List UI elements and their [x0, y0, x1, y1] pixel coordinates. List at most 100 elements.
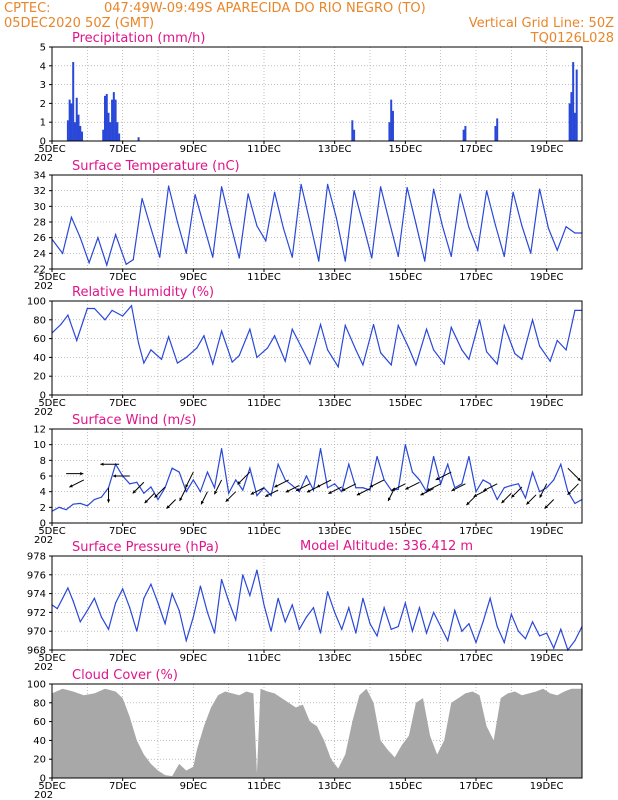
x-tick-label: 19DEC — [530, 526, 564, 537]
pressure-point — [404, 602, 406, 604]
pressure-point — [397, 625, 399, 628]
wind-point — [171, 467, 173, 469]
temperature-point — [132, 259, 134, 261]
pressure-point — [418, 607, 421, 609]
precip-bar — [116, 122, 119, 141]
pressure-point — [482, 621, 484, 623]
wind-arrow-head — [426, 487, 431, 491]
humidity-point — [60, 323, 62, 326]
temperature-point — [150, 227, 152, 229]
precip-bar — [496, 118, 499, 141]
humidity-point — [212, 363, 214, 365]
wind-point — [482, 479, 484, 481]
precip-bar — [107, 112, 110, 141]
x-tick-label: 15DEC — [388, 398, 422, 409]
precip-bar — [575, 69, 578, 141]
precip-bar — [572, 62, 575, 141]
wind-point — [341, 491, 343, 493]
wind-arrow-head — [544, 505, 548, 509]
temperature-point — [486, 190, 488, 192]
x-tick-label: 17DEC — [459, 653, 493, 664]
pressure-point — [291, 604, 293, 606]
temperature-point — [291, 256, 293, 258]
x-tick-label: 15DEC — [388, 781, 422, 792]
y-tick-label: 100 — [27, 680, 46, 691]
y-tick-label: 20 — [33, 372, 46, 383]
temperature-point — [574, 232, 576, 234]
wind-point — [362, 487, 364, 489]
humidity-point — [231, 361, 233, 363]
y-tick-label: 26 — [33, 233, 46, 244]
temperature-point — [115, 233, 117, 236]
pressure-point — [221, 578, 223, 581]
wind-point — [270, 494, 272, 497]
temperature-point — [106, 264, 108, 266]
pressure-point — [199, 585, 201, 587]
wind-arrow-head — [369, 484, 374, 488]
y-tick-label: 40 — [33, 353, 46, 364]
x-tick-label: 11DEC — [247, 144, 281, 155]
wind-point — [312, 489, 315, 491]
wind-point — [475, 491, 477, 493]
header-source: CPTEC: — [4, 1, 51, 16]
y-tick-label: 100 — [27, 297, 46, 308]
humidity-point — [302, 349, 304, 351]
precip-bar — [73, 122, 76, 141]
x-tick-label: 5DEC — [38, 653, 65, 664]
pressure-point — [263, 604, 265, 606]
temperature-point — [70, 216, 73, 218]
temperature-point — [362, 222, 364, 225]
humidity-point — [344, 324, 346, 327]
wind-point — [369, 489, 371, 491]
x-tick-label: 19DEC — [530, 398, 564, 409]
humidity-point — [111, 309, 113, 311]
year-label: 202 — [34, 281, 53, 292]
wind-arrow-head — [285, 489, 290, 493]
wind-point — [334, 483, 336, 485]
temperature-point — [565, 226, 567, 228]
temperature-point — [62, 252, 64, 254]
wind-arrow-head — [526, 501, 530, 505]
humidity-point — [539, 345, 541, 347]
pressure-point — [341, 628, 343, 630]
wind-panel: 0 2 4 6 8 10 12 5DEC 7DEC 9DEC 11DEC 13DEC 15DEC 17DE… — [33, 413, 583, 546]
wind-line — [51, 444, 583, 512]
pressure-panel: 968 970 972 974 976 978 5DEC 7DEC 9DEC 11DEC 13DEC… — [27, 540, 583, 673]
pressure-point — [553, 647, 555, 649]
wind-point — [433, 455, 435, 458]
x-tick-label: 7DEC — [109, 526, 136, 537]
precip-bar — [114, 99, 117, 141]
humidity-point — [486, 351, 488, 353]
pressure-title: Surface Pressure (hPa) — [72, 540, 219, 555]
wind-point — [65, 509, 67, 511]
temperature-point — [468, 226, 470, 229]
wind-point — [454, 487, 456, 489]
precip-bar — [111, 99, 114, 141]
x-tick-label: 11DEC — [247, 526, 281, 537]
precip-bar — [494, 125, 497, 141]
year-label: 202 — [34, 407, 53, 418]
x-tick-label: 7DEC — [109, 781, 136, 792]
wind-arrow-head — [316, 484, 321, 488]
y-tick-label: 4 — [40, 61, 46, 72]
humidity-point — [415, 364, 417, 366]
temperature-panel: 22 24 26 28 30 32 34 5DEC 7DEC 9DEC 11DEC 13DEC 15DE… — [33, 159, 583, 292]
pressure-point — [277, 597, 279, 599]
humidity-point — [150, 349, 152, 351]
wind-point — [319, 447, 322, 450]
humidity-point — [319, 323, 322, 326]
wind-arrow-head — [451, 487, 456, 491]
wind-point — [199, 491, 201, 493]
humidity-point — [256, 356, 258, 358]
wind-point — [129, 483, 131, 485]
humidity-point — [521, 358, 523, 360]
precip-bar — [72, 62, 75, 141]
precip-bar — [390, 99, 393, 141]
humidity-point — [238, 354, 240, 357]
humidity-point — [176, 362, 179, 364]
x-tick-label: 5DEC — [38, 272, 65, 283]
temperature-point — [397, 255, 399, 258]
humidity-point — [468, 358, 470, 360]
wind-arrow-head — [539, 494, 543, 498]
temperature-line — [51, 184, 582, 268]
